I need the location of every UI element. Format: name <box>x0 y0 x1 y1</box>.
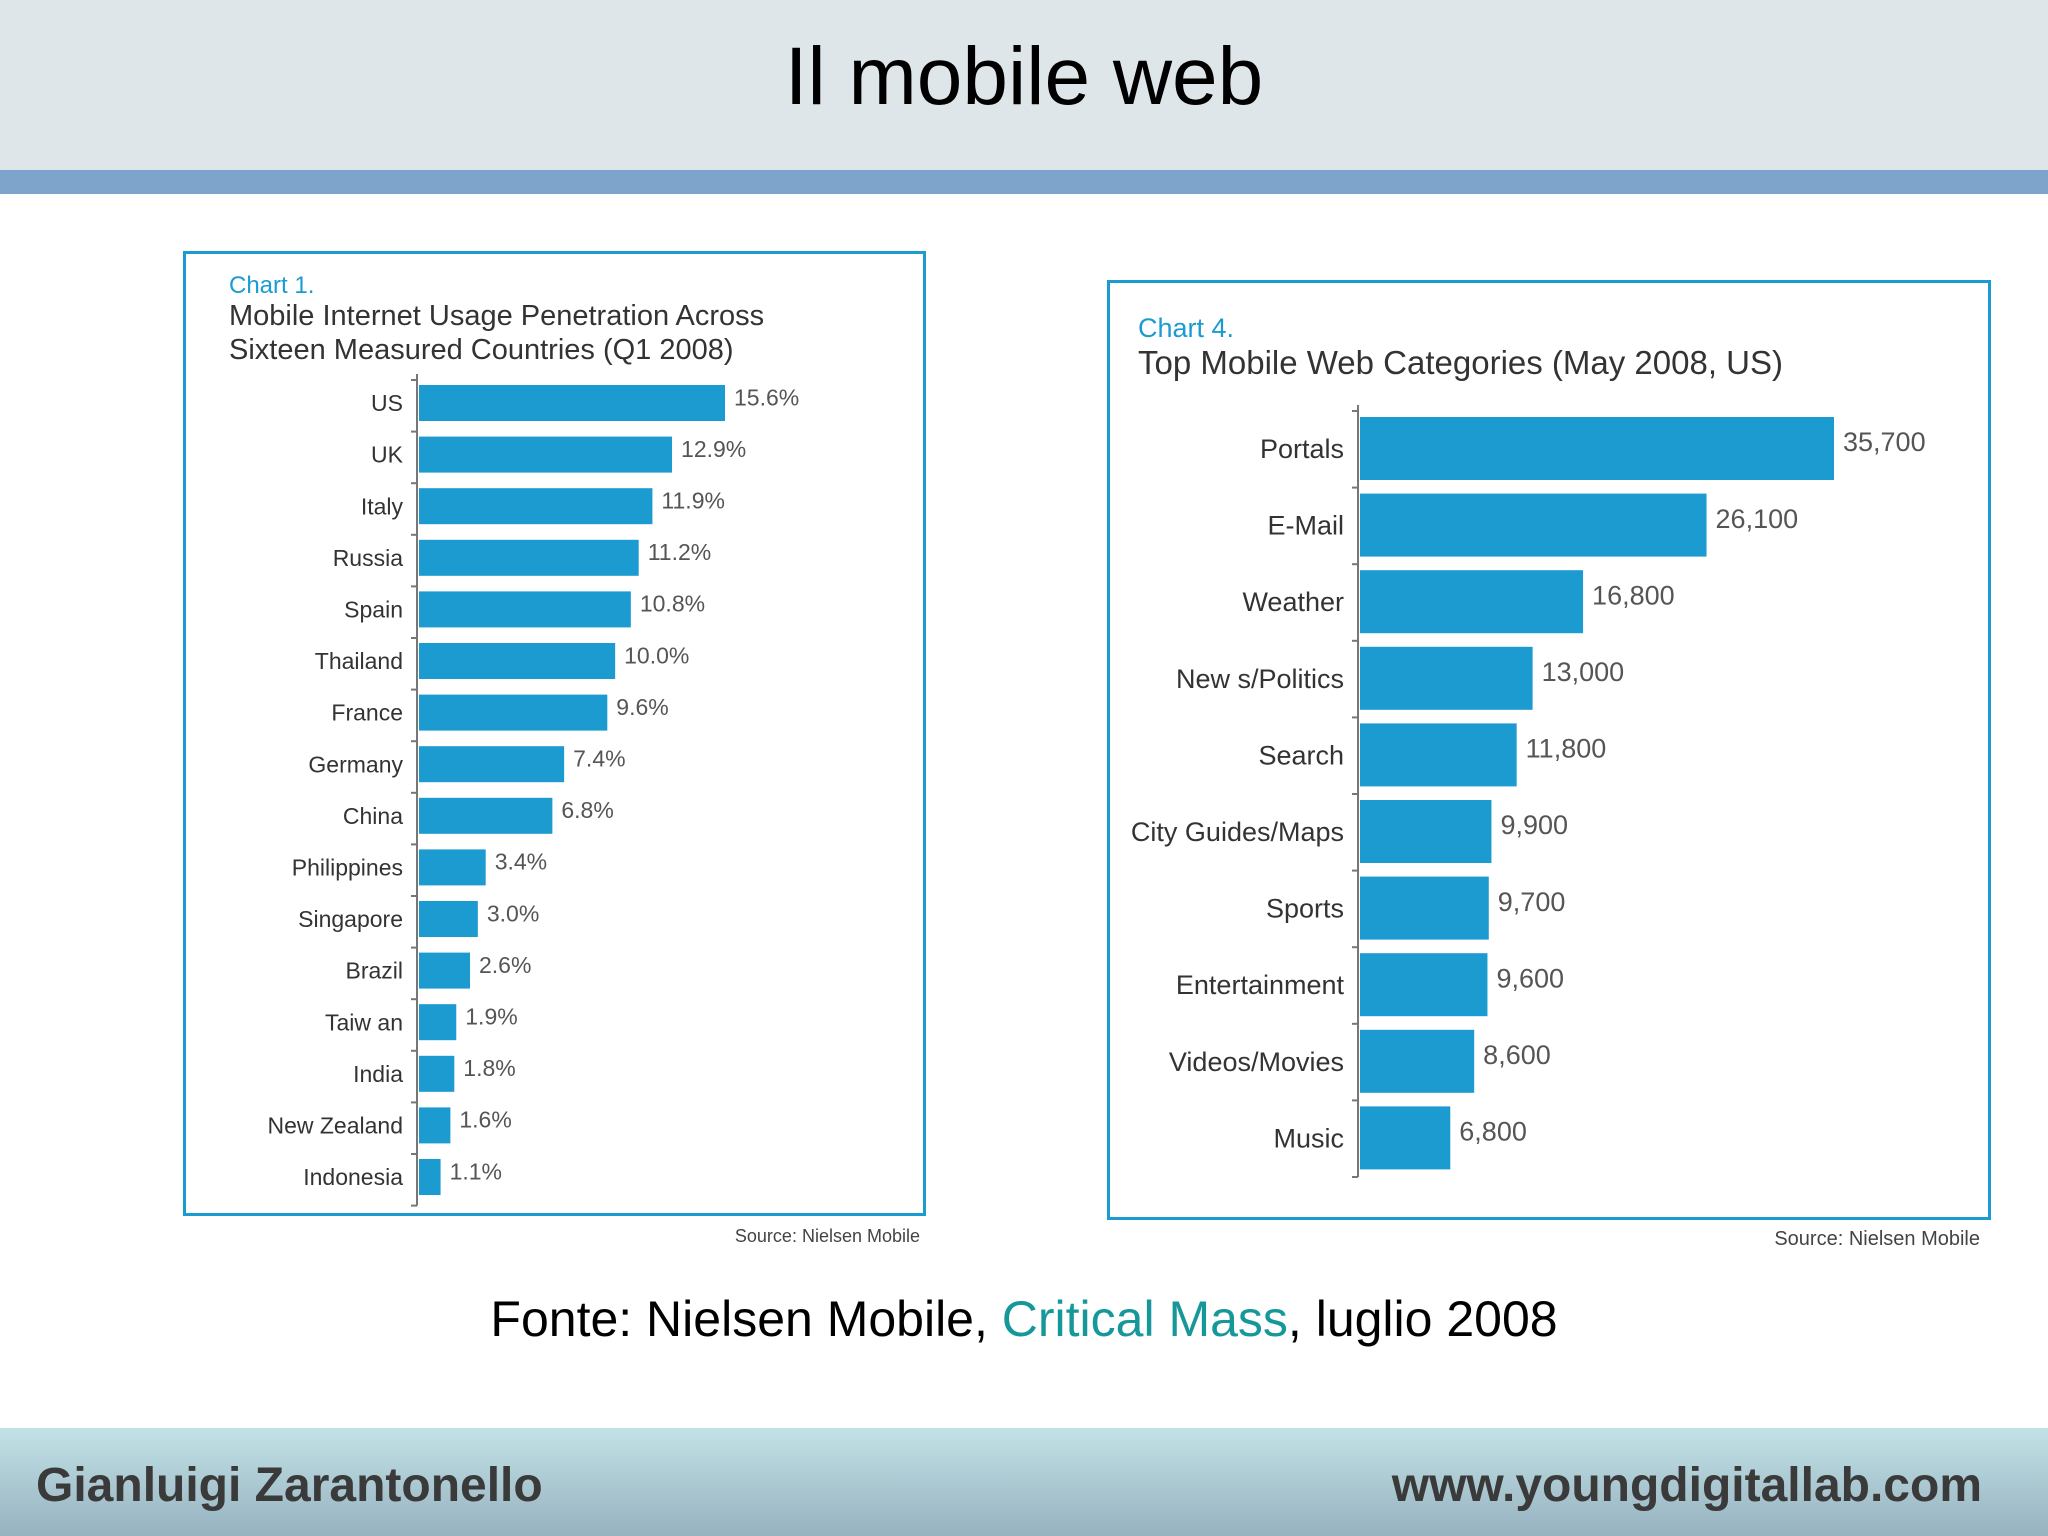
chart-4-bar <box>1360 953 1488 1017</box>
chart-1-category-label: Singapore <box>298 906 403 932</box>
chart-1-category-label: Indonesia <box>303 1164 403 1190</box>
footer-author: Gianluigi Zarantonello <box>36 1459 543 1512</box>
chart-1-bar <box>419 746 565 783</box>
chart-1-bar <box>419 1107 451 1144</box>
critical-mass-link[interactable]: Critical Mass <box>1001 1291 1288 1347</box>
chart-4-value-label: 35,700 <box>1843 427 1926 457</box>
source-caption: Fonte: Nielsen Mobile, Critical Mass, lu… <box>0 1290 2048 1348</box>
chart-1-plot: US 15.6% UK 12.9% Italy 11.9% Russia 11.2% Spain… <box>267 374 799 1207</box>
chart-4-category-label: E-Mail <box>1267 511 1344 541</box>
footer-bar <box>0 1428 2048 1536</box>
chart-1-category-label: France <box>331 700 403 726</box>
chart-1-bar <box>419 488 653 525</box>
chart-4-label: Chart 4. <box>1138 313 1235 343</box>
chart-1-bar <box>419 1159 441 1195</box>
chart-1-value-label: 3.4% <box>495 849 547 875</box>
chart-1-category-label: Taiw an <box>325 1009 403 1035</box>
chart-4-category-label: New s/Politics <box>1176 664 1344 694</box>
chart-4-value-label: 8,600 <box>1483 1040 1551 1070</box>
chart-1-value-label: 12.9% <box>681 436 746 462</box>
chart-1-category-label: Germany <box>308 751 403 777</box>
chart-1-bar <box>419 797 553 834</box>
chart-1-label: Chart 1. <box>229 272 315 299</box>
chart-1-category-label: Russia <box>333 545 404 571</box>
chart-1-category-label: UK <box>371 442 404 468</box>
chart-4-category-label: City Guides/Maps <box>1131 817 1344 847</box>
chart-1-bar <box>419 591 631 628</box>
chart-1-value-label: 7.4% <box>573 746 625 772</box>
chart-4-bar <box>1360 417 1834 480</box>
chart-4-bar <box>1360 570 1584 634</box>
chart-1-value-label: 9.6% <box>616 694 668 720</box>
chart-1-bar <box>419 1004 457 1041</box>
chart-1-bar <box>419 694 608 731</box>
chart-1-title: Mobile Internet Usage Penetration Across… <box>229 300 765 366</box>
chart-1-category-label: New Zealand <box>267 1112 403 1138</box>
chart-1-value-label: 1.1% <box>450 1158 502 1184</box>
chart-1-value-label: 10.0% <box>624 642 689 668</box>
chart-1-category-label: India <box>353 1061 403 1087</box>
chart-1-value-label: 6.8% <box>561 797 613 823</box>
chart-1-bar <box>419 1055 455 1092</box>
chart-4-bar <box>1360 646 1533 710</box>
footer-website[interactable]: www.youngdigitallab.com <box>1391 1459 1982 1512</box>
caption-prefix: Fonte: Nielsen Mobile, <box>490 1291 1002 1347</box>
chart-4-category-label: Entertainment <box>1176 970 1345 1000</box>
chart-1-category-label: Italy <box>361 493 404 519</box>
chart-4-value-label: 9,700 <box>1498 887 1566 917</box>
caption-suffix: , luglio 2008 <box>1287 1291 1558 1347</box>
chart-4-category-label: Portals <box>1260 434 1344 464</box>
chart-4-title: Top Mobile Web Categories (May 2008, US) <box>1138 344 1784 381</box>
chart-1-bar <box>419 539 639 576</box>
chart-1-category-label: China <box>343 803 403 829</box>
chart-1-bar <box>419 952 470 989</box>
chart-1-value-label: 11.2% <box>648 539 712 565</box>
chart-4-bar <box>1360 723 1517 787</box>
chart-4-bar <box>1360 493 1707 557</box>
chart-1-value-label: 1.8% <box>463 1055 515 1081</box>
chart-4-bar <box>1360 800 1492 863</box>
chart-1-category-label: Thailand <box>315 648 403 674</box>
chart-1-source: Source: Nielsen Mobile <box>734 1226 920 1246</box>
chart-1-bar <box>419 643 616 679</box>
chart-1-bar <box>419 385 725 421</box>
chart-4-category-label: Sports <box>1266 894 1344 924</box>
chart-4-value-label: 11,800 <box>1526 734 1607 764</box>
chart-1-category-label: US <box>371 390 403 416</box>
chart-1-value-label: 1.6% <box>459 1107 511 1133</box>
chart-1-bar <box>419 849 486 886</box>
chart-4-value-label: 13,000 <box>1542 657 1625 687</box>
chart-4-category-label: Weather <box>1242 587 1344 617</box>
chart-4-bar <box>1360 1106 1451 1170</box>
chart-4-category-label: Music <box>1273 1123 1344 1153</box>
chart-1-value-label: 11.9% <box>661 488 725 514</box>
title-bar <box>0 0 2048 170</box>
chart-1-value-label: 1.9% <box>465 1004 517 1030</box>
chart-1-value-label: 3.0% <box>487 900 539 926</box>
chart-4-category-label: Search <box>1258 740 1344 770</box>
chart-4-bar <box>1360 876 1489 940</box>
chart-4-category-label: Videos/Movies <box>1169 1047 1344 1077</box>
title-divider <box>0 170 2048 194</box>
chart-1-bar <box>419 901 478 937</box>
chart-1-category-label: Brazil <box>345 958 403 984</box>
slide-title: Il mobile web <box>784 31 1264 122</box>
chart-4-value-label: 16,800 <box>1592 580 1675 610</box>
chart-4-bar <box>1360 1029 1475 1093</box>
chart-1-value-label: 15.6% <box>734 384 799 410</box>
chart-4-value-label: 6,800 <box>1459 1117 1527 1147</box>
chart-1-bar <box>419 436 673 473</box>
chart-1-category-label: Spain <box>344 596 403 622</box>
chart-4-plot: Portals 35,700 E-Mail 26,100 Weather 16,800 Ne… <box>1131 405 1926 1178</box>
chart-4-value-label: 9,900 <box>1500 810 1568 840</box>
chart-1-value-label: 2.6% <box>479 952 531 978</box>
chart-4-source: Source: Nielsen Mobile <box>1774 1228 1980 1250</box>
chart-4-value-label: 9,600 <box>1496 963 1564 993</box>
chart-4-value-label: 26,100 <box>1716 504 1799 534</box>
chart-1-category-label: Philippines <box>292 854 403 880</box>
chart-1-value-label: 10.8% <box>640 591 705 617</box>
